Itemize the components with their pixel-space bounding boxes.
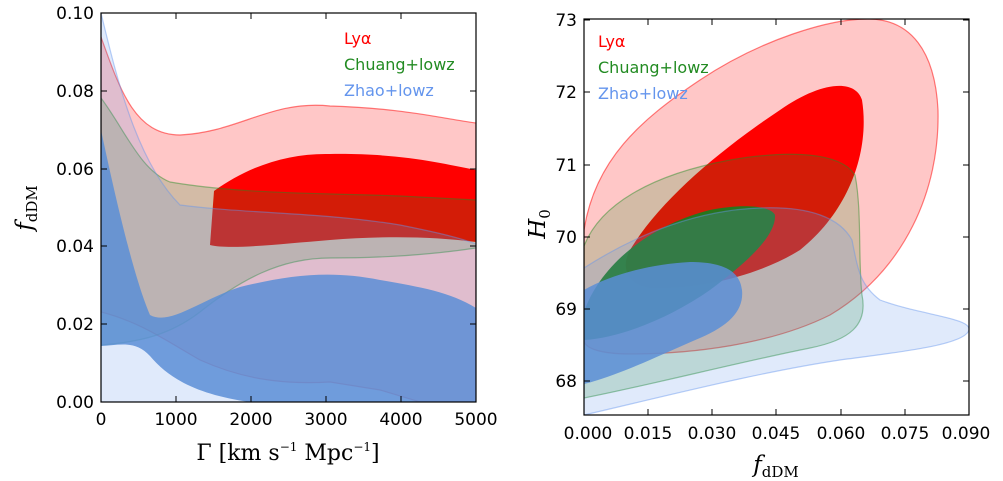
x-tick-label: 1000: [154, 410, 197, 430]
x-tick-label: 0.075: [881, 424, 930, 444]
left-x-ticks: 0 1000 2000 3000 4000 5000: [96, 13, 498, 430]
left-contours: [101, 13, 476, 402]
zhao-1sigma-contour: [101, 130, 476, 402]
right-y-axis-label: H0: [525, 209, 554, 240]
x-tick-label: 4000: [379, 410, 422, 430]
y-tick-label: 0.00: [56, 393, 94, 413]
legend-entry-lya: Lyα: [598, 32, 625, 51]
x-tick-label: 0.045: [752, 424, 801, 444]
x-tick-label: 3000: [304, 410, 347, 430]
x-tick-label: 2000: [229, 410, 272, 430]
y-tick-label: 0.02: [56, 315, 94, 335]
y-tick-label: 68: [555, 372, 577, 392]
lya-1sigma-contour: [210, 153, 476, 247]
y-tick-label: 0.10: [56, 4, 94, 24]
right-y-ticks: 68 69 70 71 72 73: [555, 11, 969, 392]
x-tick-label: 0: [96, 410, 107, 430]
y-tick-label: 72: [555, 83, 577, 103]
left-legend: Lyα Chuang+lowz Zhao+lowz: [344, 29, 455, 100]
left-plot-frame: [100, 12, 477, 403]
zhao-1sigma-contour: [584, 262, 743, 384]
right-x-axis-label: fdDM: [751, 452, 799, 481]
right-legend: Lyα Chuang+lowz Zhao+lowz: [598, 32, 709, 103]
x-tick-label: 0.060: [817, 424, 866, 444]
left-x-axis-label: Γ [km s−1 Mpc−1]: [196, 440, 379, 466]
right-x-ticks: 0.000 0.015 0.030 0.045 0.060 0.075 0.09…: [564, 19, 991, 444]
legend-entry-lya: Lyα: [344, 29, 371, 48]
y-tick-label: 73: [555, 11, 577, 31]
legend-entry-zhao: Zhao+lowz: [598, 84, 688, 103]
y-tick-label: 71: [555, 156, 577, 176]
y-tick-label: 0.04: [56, 237, 94, 257]
x-tick-label: 5000: [454, 410, 497, 430]
x-tick-label: 0.015: [624, 424, 673, 444]
y-tick-label: 0.06: [56, 160, 94, 180]
left-panel: 0.00 0.02 0.04 0.06 0.08 0.10 0 1000 200…: [12, 4, 498, 466]
legend-entry-chuang: Chuang+lowz: [598, 58, 709, 77]
x-tick-label: 0.090: [942, 424, 991, 444]
x-tick-label: 0.030: [688, 424, 737, 444]
right-panel: 68 69 70 71 72 73 0.000 0.015 0.030 0.04…: [525, 11, 990, 481]
y-tick-label: 70: [555, 228, 577, 248]
x-tick-label: 0.000: [564, 424, 613, 444]
left-y-axis-label: fdDM: [12, 185, 41, 233]
legend-entry-zhao: Zhao+lowz: [344, 81, 434, 100]
y-tick-label: 0.08: [56, 82, 94, 102]
y-tick-label: 69: [555, 300, 577, 320]
legend-entry-chuang: Chuang+lowz: [344, 55, 455, 74]
right-contours: [584, 19, 969, 415]
left-y-ticks: 0.00 0.02 0.04 0.06 0.08 0.10: [56, 4, 476, 413]
zhao-2sigma-contour: [584, 207, 969, 415]
